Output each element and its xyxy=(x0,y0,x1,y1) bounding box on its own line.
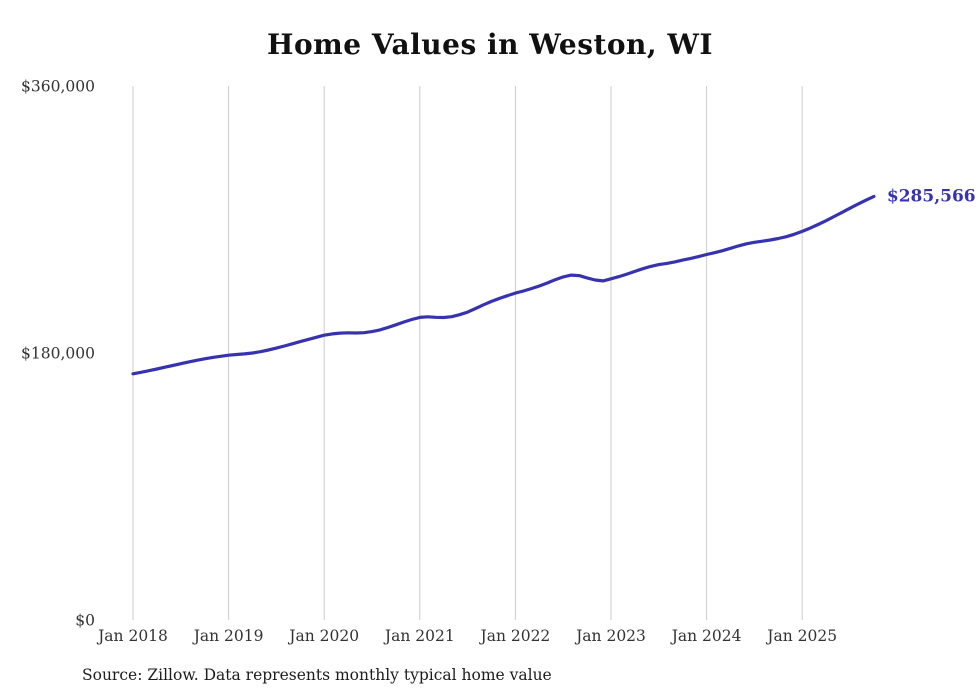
x-tick-label: Jan 2022 xyxy=(478,627,550,645)
x-axis-labels: Jan 2018 Jan 2019 Jan 2020 Jan 2021 Jan 2022… xyxy=(96,627,837,645)
x-tick-label: Jan 2021 xyxy=(383,627,455,645)
x-tick-label: Jan 2025 xyxy=(765,627,837,645)
y-tick-label: $180,000 xyxy=(21,345,95,363)
x-tick-label: Jan 2019 xyxy=(192,627,264,645)
chart-title: Home Values in Weston, WI xyxy=(267,28,713,61)
x-tick-label: Jan 2018 xyxy=(96,627,168,645)
y-tick-label: $0 xyxy=(75,612,95,630)
x-tick-label: Jan 2023 xyxy=(574,627,646,645)
end-value-label: $285,566 xyxy=(887,186,976,206)
y-tick-label: $360,000 xyxy=(21,78,95,96)
x-tick-label: Jan 2024 xyxy=(670,627,742,645)
x-tick-label: Jan 2020 xyxy=(287,627,359,645)
y-axis-labels: $0 $180,000 $360,000 xyxy=(21,78,95,630)
gridlines xyxy=(132,86,803,620)
source-note: Source: Zillow. Data represents monthly … xyxy=(82,666,552,684)
home-value-line xyxy=(131,194,876,376)
